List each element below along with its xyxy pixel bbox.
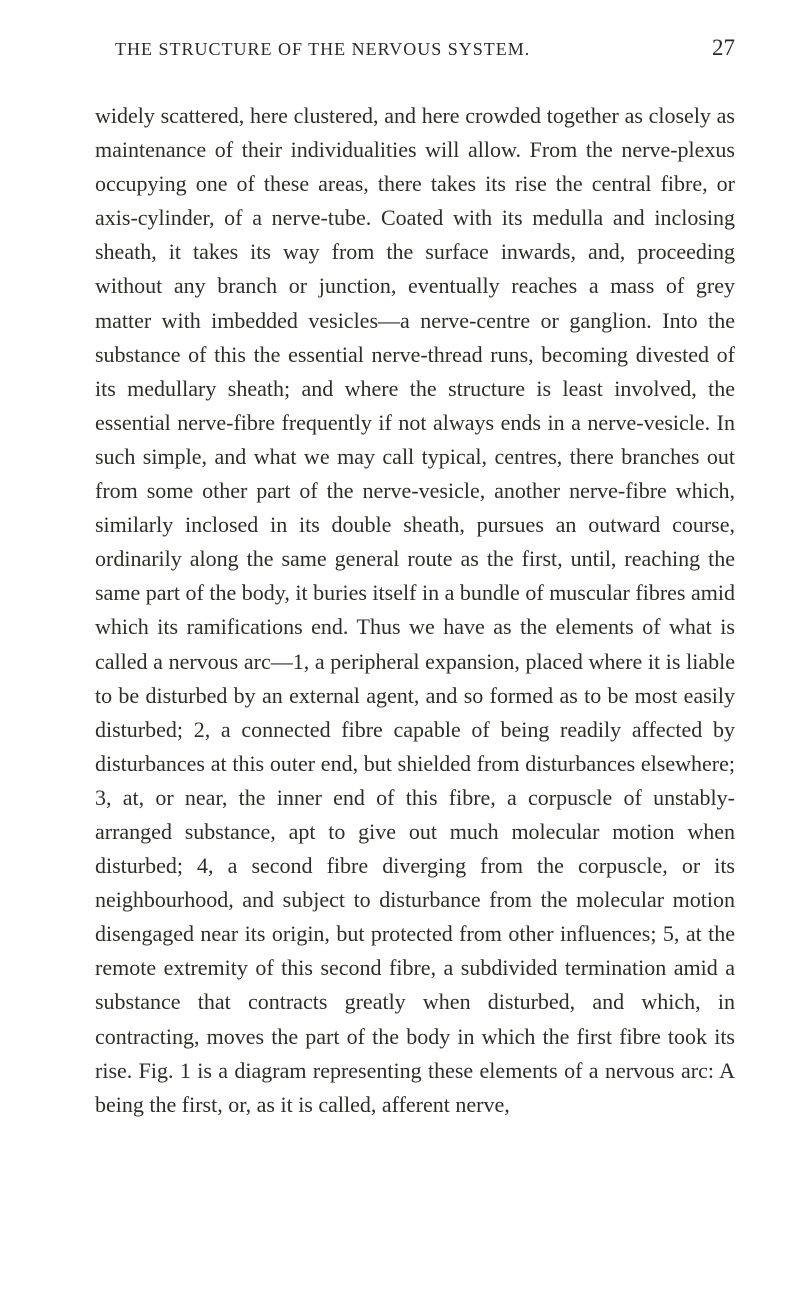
main-paragraph: widely scattered, here clustered, and he… bbox=[95, 99, 735, 1122]
page-number: 27 bbox=[712, 35, 735, 61]
body-content: widely scattered, here clustered, and he… bbox=[95, 99, 735, 1122]
page-header: THE STRUCTURE OF THE NERVOUS SYSTEM. 27 bbox=[95, 35, 735, 61]
header-title: THE STRUCTURE OF THE NERVOUS SYSTEM. bbox=[115, 39, 530, 60]
